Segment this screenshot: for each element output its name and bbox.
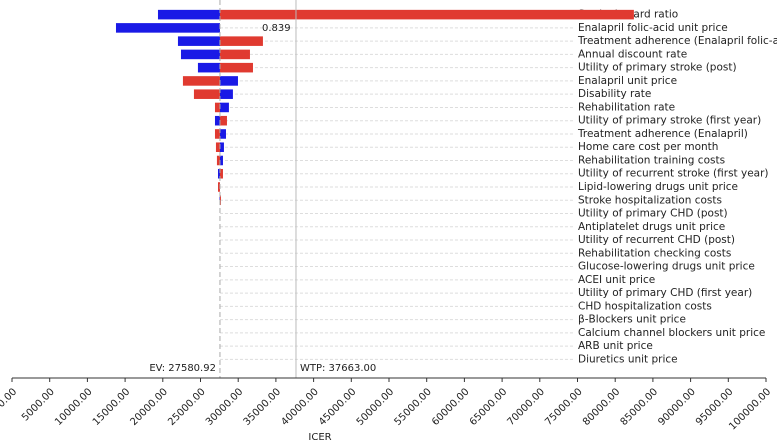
x-tick-label: 40000.00 <box>279 386 321 428</box>
bar <box>219 102 229 113</box>
x-tick-label: 80000.00 <box>581 386 623 428</box>
bar <box>219 62 253 73</box>
bar <box>219 49 250 60</box>
bar <box>219 168 223 179</box>
row-label: Enalapril unit price <box>578 75 677 87</box>
row-label: Rehabilitation rate <box>578 101 675 113</box>
ev-label: EV: 27580.92 <box>149 363 216 374</box>
row-label: Glucose-lowering drugs unit price <box>578 261 755 273</box>
x-tick-label: 0.00 <box>0 386 19 410</box>
row-label: Utility of primary CHD (first year) <box>578 287 752 299</box>
bar <box>157 9 220 20</box>
row-label: Antiplatelet drugs unit price <box>578 221 725 233</box>
x-tick-label: 35000.00 <box>242 386 284 428</box>
x-tick-label: 45000.00 <box>317 386 359 428</box>
row-label: Utility of recurrent stroke (first year) <box>578 168 769 180</box>
row-label: Enalapril folic-acid unit price <box>578 22 728 34</box>
x-tick-label: 70000.00 <box>506 386 548 428</box>
bar <box>219 115 227 126</box>
bar <box>216 155 220 166</box>
row-label: Annual discount rate <box>578 48 687 60</box>
x-tick-label: 25000.00 <box>166 386 208 428</box>
row-label: Lipid-lowering drugs unit price <box>578 181 738 193</box>
bar <box>214 102 220 113</box>
bar <box>214 129 220 139</box>
row-label: Utility of recurrent CHD (post) <box>578 234 735 246</box>
row-label: ARB unit price <box>578 340 653 352</box>
x-tick-label: 90000.00 <box>656 386 698 428</box>
bar <box>217 168 220 179</box>
bar <box>219 129 226 139</box>
bar <box>219 155 223 166</box>
bar <box>214 115 220 126</box>
bar <box>182 76 220 86</box>
row-label: Treatment adherence (Enalapril folic-aci… <box>577 35 777 47</box>
row-label: Utility of primary stroke (first year) <box>578 115 761 127</box>
row-label: Rehabilitation training costs <box>578 154 725 166</box>
row-label: Disability rate <box>578 88 651 100</box>
x-tick-label: 55000.00 <box>392 386 434 428</box>
x-tick-label: 75000.00 <box>543 386 585 428</box>
bar <box>219 142 224 152</box>
x-axis-label: ICER <box>308 432 331 443</box>
row-label: Rehabilitation checking costs <box>578 247 731 259</box>
x-tick-label: 20000.00 <box>129 386 171 428</box>
x-tick-label: 50000.00 <box>355 386 397 428</box>
bar <box>217 182 220 192</box>
x-tick-label: 5000.00 <box>20 386 57 423</box>
bar <box>197 62 220 73</box>
x-tick-label: 15000.00 <box>91 386 133 428</box>
wtp-label: WTP: 37663.00 <box>300 363 376 374</box>
bar <box>219 89 233 99</box>
row-label: Utility of primary stroke (post) <box>578 62 737 74</box>
x-tick-label: 85000.00 <box>619 386 661 428</box>
row-label: Diuretics unit price <box>578 353 678 365</box>
x-tick-label: 30000.00 <box>204 386 246 428</box>
row-label: Treatment adherence (Enalapril) <box>577 128 748 140</box>
bar <box>177 36 220 46</box>
row-label: ACEI unit price <box>578 274 655 286</box>
row-label: β-Blockers unit price <box>578 314 686 326</box>
bar <box>219 76 238 86</box>
row-label: Calcium channel blockers unit price <box>578 327 765 339</box>
row-label: Stroke hospitalization costs <box>578 194 722 206</box>
row-label: Utility of primary CHD (post) <box>578 208 728 220</box>
bar <box>115 23 220 33</box>
row-label: CHD hospitalization costs <box>578 300 712 312</box>
bar <box>219 9 634 20</box>
row-label: Home care cost per month <box>578 141 718 153</box>
x-tick-label: 60000.00 <box>430 386 472 428</box>
bar <box>180 49 220 60</box>
bar <box>193 89 220 99</box>
bar <box>215 142 220 152</box>
x-tick-label: 10000.00 <box>53 386 95 428</box>
bar <box>219 36 263 46</box>
annotation: 0.839 <box>262 23 291 34</box>
x-tick-label: 65000.00 <box>468 386 510 428</box>
